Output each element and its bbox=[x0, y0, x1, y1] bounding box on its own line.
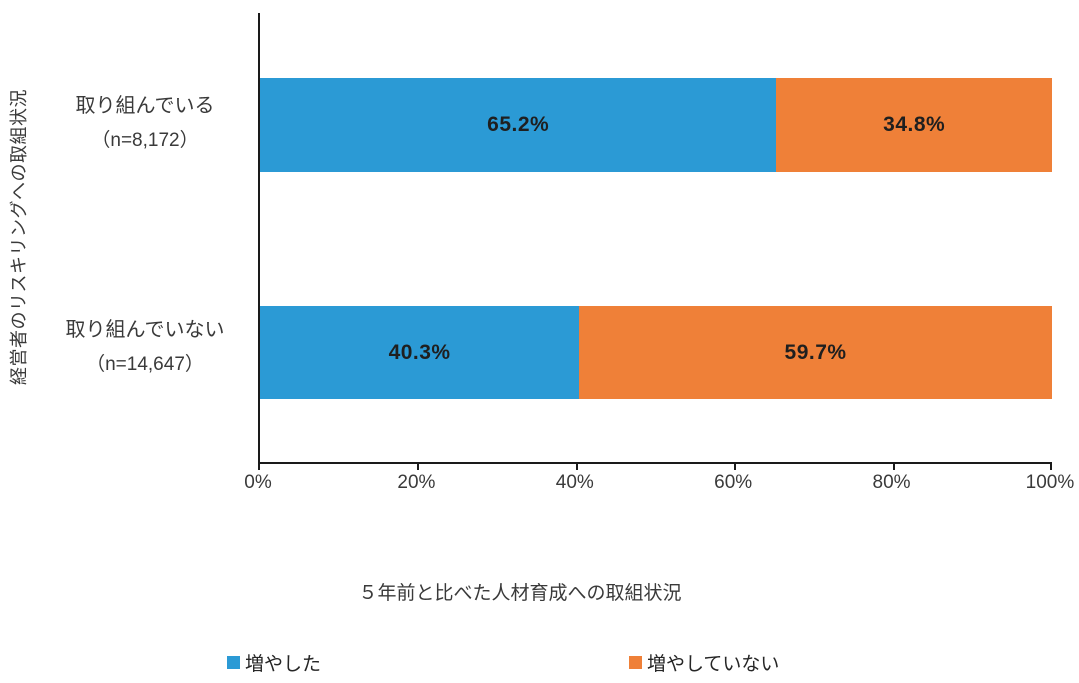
data-label: 40.3% bbox=[388, 340, 451, 364]
bar-row: 40.3% 59.7% bbox=[260, 306, 1052, 399]
x-axis-tick bbox=[892, 462, 895, 470]
x-tick-label: 100% bbox=[1025, 472, 1075, 493]
x-tick-label: 60% bbox=[714, 472, 753, 493]
legend-swatch-orange bbox=[629, 655, 642, 669]
data-label: 34.8% bbox=[883, 113, 946, 136]
category-sample-size: （n=14,647） bbox=[86, 354, 204, 375]
x-axis-tick bbox=[734, 462, 737, 470]
legend-label: 増やした bbox=[245, 653, 322, 675]
x-tick-label: 40% bbox=[555, 472, 594, 493]
data-label: 59.7% bbox=[784, 340, 847, 364]
x-axis-tick bbox=[417, 462, 420, 470]
plot-area: 65.2% 34.8% 40.3% 59.7% bbox=[258, 13, 1052, 470]
y-axis-title: 経営者のリスキリングへの取組状況 bbox=[9, 89, 29, 385]
bar-segment-not-increased: 59.7% bbox=[579, 306, 1052, 399]
category-label-1: 取り組んでいない （n=14,647） bbox=[40, 316, 250, 378]
x-tick-label: 20% bbox=[397, 472, 436, 493]
legend-item-increased: 増やした bbox=[227, 651, 322, 675]
bar-segment-increased: 65.2% bbox=[260, 78, 777, 172]
bar-row: 65.2% 34.8% bbox=[260, 78, 1052, 172]
bar-segment-increased: 40.3% bbox=[260, 306, 580, 399]
bar-segment-not-increased: 34.8% bbox=[776, 78, 1052, 172]
category-label-0: 取り組んでいる （n=8,172） bbox=[40, 92, 250, 154]
x-tick-label: 0% bbox=[244, 472, 272, 493]
x-axis-tick bbox=[575, 462, 578, 470]
legend-swatch-blue bbox=[227, 655, 240, 669]
x-axis-tick-labels: 0% 20% 40% 60% 80% 100% bbox=[213, 472, 1079, 494]
x-axis-tick bbox=[1050, 462, 1052, 470]
category-sample-size: （n=8,172） bbox=[91, 130, 199, 151]
category-name: 取り組んでいない bbox=[65, 319, 225, 341]
category-name: 取り組んでいる bbox=[75, 95, 215, 117]
data-label: 65.2% bbox=[487, 113, 550, 136]
x-tick-label: 80% bbox=[872, 472, 911, 493]
legend-item-not-increased: 増やしていない bbox=[629, 651, 780, 675]
legend-label: 増やしていない bbox=[647, 653, 780, 675]
x-axis-title: ５年前と比べた人材育成への取組状況 bbox=[358, 583, 682, 604]
x-axis-tick bbox=[258, 462, 260, 470]
